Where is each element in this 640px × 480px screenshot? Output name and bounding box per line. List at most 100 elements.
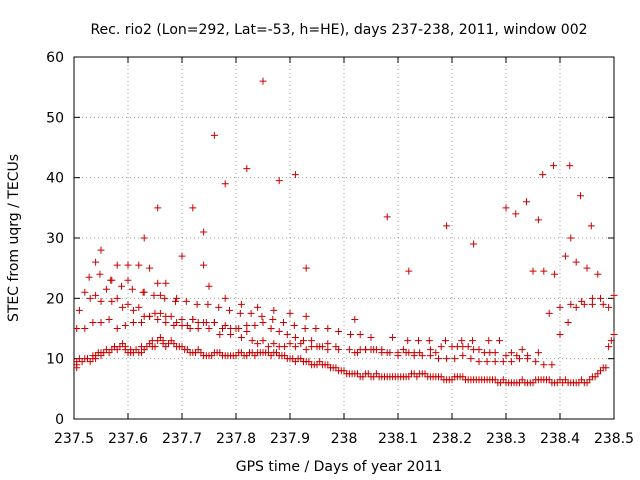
data-point [443,355,451,363]
data-point [475,358,483,366]
data-point [193,300,201,308]
y-tick-label: 10 [46,352,64,368]
data-point [523,198,531,206]
x-axis-label: GPS time / Days of year 2011 [236,459,443,475]
data-point [270,306,278,314]
data-point [259,318,267,326]
data-point [302,312,310,320]
data-point [483,358,491,366]
data-point [283,331,291,339]
data-point [210,131,218,139]
data-point [173,294,181,302]
data-point [564,318,572,326]
data-point [587,222,595,230]
data-point [243,165,251,173]
data-point [605,343,613,351]
data-point [178,252,186,260]
x-tick-label: 238.5 [594,431,634,447]
data-point [183,321,191,329]
data-point [610,331,618,339]
data-point [124,276,132,284]
data-point [215,303,223,311]
data-point [189,204,197,212]
data-point [138,318,145,326]
data-point [75,306,83,314]
data-point [236,309,244,317]
data-point [312,325,320,332]
data-point [221,180,229,188]
data-point [389,334,397,342]
data-point [464,343,472,351]
data-point [275,177,283,185]
data-point [383,213,391,221]
data-point [124,261,132,269]
data-point [529,267,537,275]
data-point [435,355,442,363]
data-point [254,303,262,311]
data-point [226,306,234,314]
data-point [92,291,100,299]
data-point [502,352,510,360]
data-point [556,303,564,311]
data-point [583,264,591,272]
data-point [96,270,104,278]
data-point [194,325,202,332]
data-point [567,234,575,242]
data-point [232,325,240,332]
data-point [351,349,359,357]
data-point [121,321,129,329]
data-point [486,349,494,357]
data-point [118,282,126,290]
data-point [254,340,262,348]
data-point [172,297,180,305]
data-point [156,309,164,317]
data-point [204,300,212,308]
data-point [426,352,434,360]
data-point [216,331,224,339]
data-point [128,285,136,293]
data-point [92,258,100,266]
data-point [545,309,553,317]
data-point [247,309,255,317]
data-point [290,321,298,329]
data-point [491,358,499,366]
data-point [205,282,213,290]
data-point [470,240,478,248]
data-point [485,337,493,345]
data-point [524,352,532,360]
data-point [404,337,412,345]
data-point [275,343,283,351]
data-point [540,267,548,275]
data-point [189,315,197,323]
data-point [258,312,266,320]
data-point [597,294,604,302]
data-point [200,318,208,326]
data-point [173,318,181,326]
x-tick-label: 238.3 [486,431,526,447]
data-point [588,294,596,302]
data-point [405,267,413,275]
data-point [270,340,278,348]
data-point [92,355,100,363]
data-point [154,315,162,323]
data-point [548,361,556,369]
data-point [135,303,143,311]
data-point [572,303,580,311]
data-point [324,346,332,354]
data-point [356,331,364,339]
y-tick-label: 50 [46,110,64,126]
data-point [367,346,375,354]
data-point [561,252,569,260]
data-point [97,246,105,254]
data-point [356,346,364,354]
data-point [346,331,354,339]
x-tick-label: 238.1 [378,431,418,447]
data-point [227,331,235,339]
data-point [81,325,89,332]
data-point [513,352,521,360]
data-point [550,162,558,170]
data-point [551,270,559,278]
data-point [200,261,208,269]
data-point [432,349,440,357]
